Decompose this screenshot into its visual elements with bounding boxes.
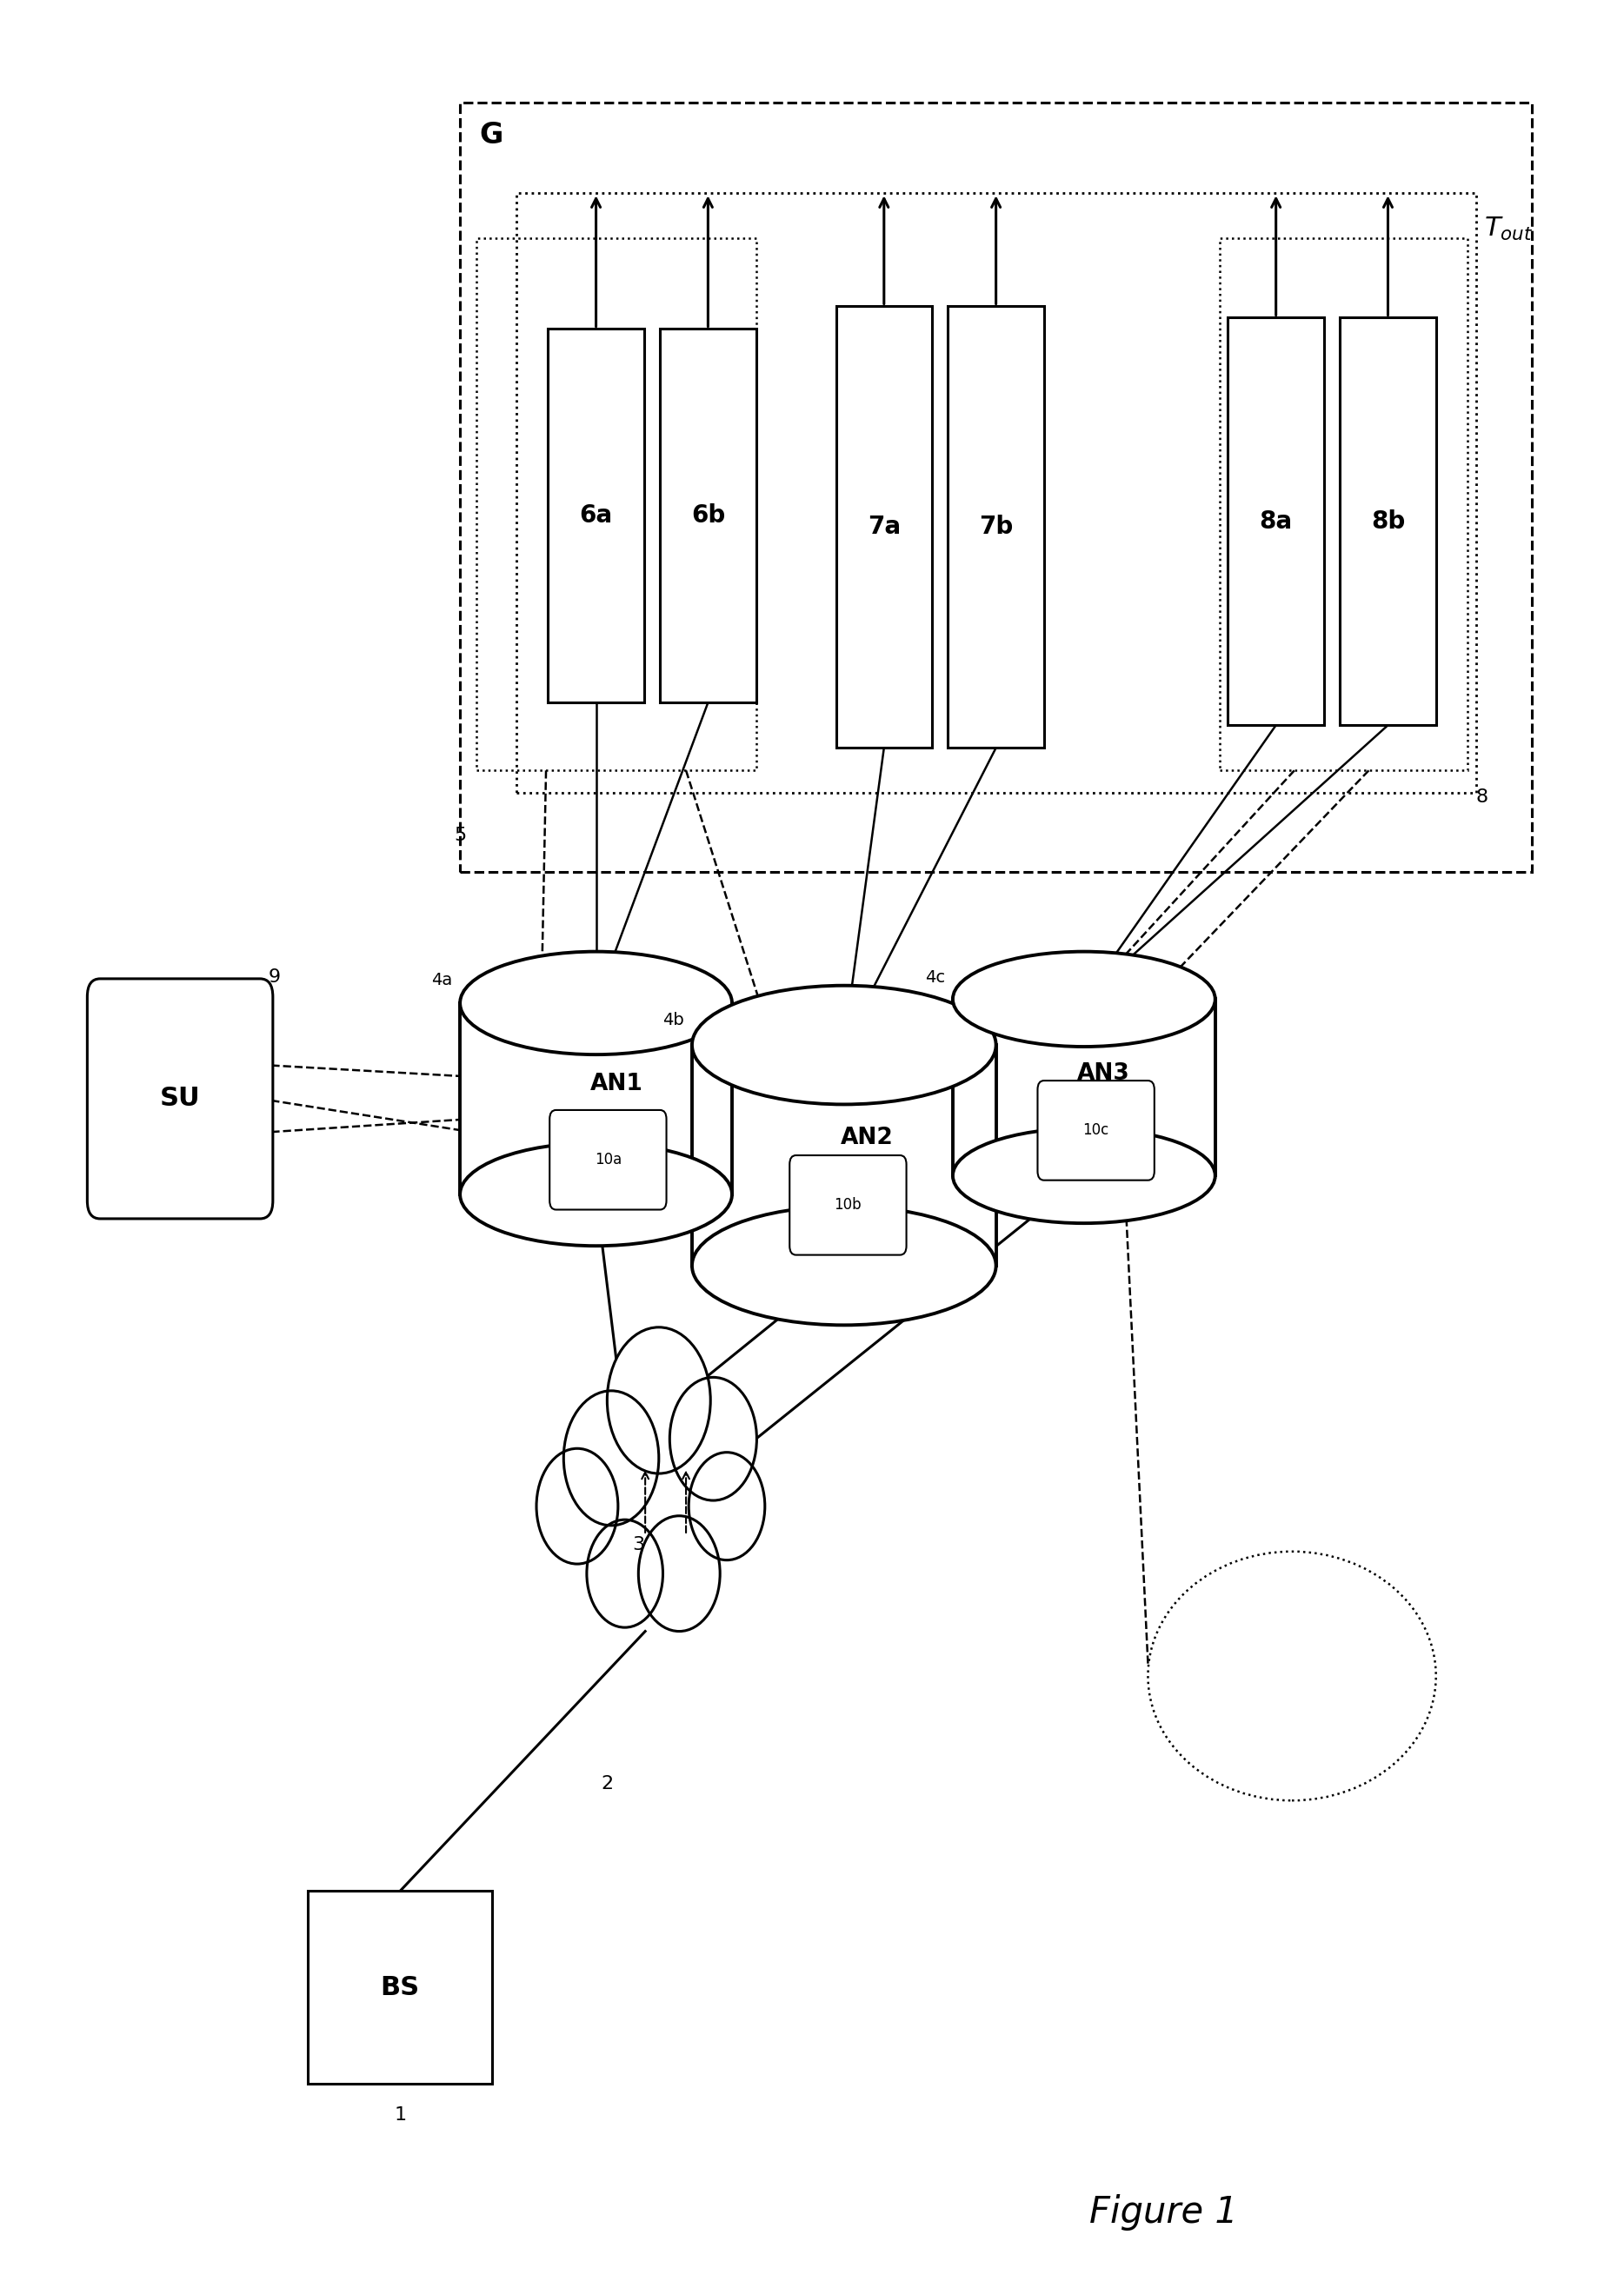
Text: 5: 5	[453, 826, 466, 844]
Text: 8b: 8b	[1371, 510, 1405, 533]
Text: 10c: 10c	[1083, 1123, 1109, 1137]
Text: 8: 8	[1476, 789, 1488, 805]
Text: G: G	[479, 121, 503, 149]
Circle shape	[607, 1327, 710, 1473]
Ellipse shape	[460, 1144, 732, 1247]
Text: SU: SU	[159, 1087, 200, 1112]
Text: 6a: 6a	[580, 503, 612, 529]
Bar	[476, 238, 757, 771]
Text: 8a: 8a	[1259, 510, 1293, 533]
Circle shape	[638, 1517, 719, 1631]
Text: 10a: 10a	[594, 1153, 622, 1167]
Bar	[953, 1000, 1215, 1176]
Bar	[516, 192, 1476, 794]
Bar	[1220, 238, 1468, 771]
FancyBboxPatch shape	[88, 979, 273, 1220]
Text: 2: 2	[601, 1775, 614, 1792]
Bar	[309, 1892, 492, 2084]
Text: 3: 3	[632, 1535, 645, 1554]
FancyBboxPatch shape	[1038, 1080, 1155, 1181]
Text: Figure 1: Figure 1	[1090, 2194, 1237, 2231]
Bar	[1340, 318, 1436, 725]
Text: AN1: AN1	[590, 1073, 643, 1096]
Text: 4b: 4b	[663, 1011, 684, 1027]
Bar	[836, 307, 932, 748]
Ellipse shape	[692, 1206, 996, 1325]
Text: AN2: AN2	[840, 1128, 893, 1149]
Text: AN3: AN3	[1077, 1062, 1130, 1085]
Bar	[460, 1002, 732, 1194]
Text: 1: 1	[395, 2107, 406, 2123]
Ellipse shape	[953, 952, 1215, 1046]
Text: 9: 9	[268, 968, 281, 986]
FancyBboxPatch shape	[549, 1110, 666, 1210]
Circle shape	[536, 1448, 619, 1565]
Ellipse shape	[953, 1128, 1215, 1224]
Text: 7a: 7a	[867, 515, 901, 540]
Text: 4c: 4c	[924, 970, 945, 986]
Circle shape	[669, 1377, 757, 1501]
Text: $T_{out}$: $T_{out}$	[1484, 215, 1533, 243]
Text: BS: BS	[380, 1975, 419, 2000]
FancyBboxPatch shape	[789, 1155, 906, 1254]
Circle shape	[689, 1453, 765, 1560]
Bar	[547, 329, 645, 702]
Bar	[692, 1046, 996, 1265]
Text: 7b: 7b	[979, 515, 1013, 540]
Text: 6b: 6b	[690, 503, 724, 529]
Bar	[1228, 318, 1324, 725]
Circle shape	[564, 1391, 659, 1526]
Ellipse shape	[460, 952, 732, 1055]
Circle shape	[586, 1519, 663, 1627]
Ellipse shape	[692, 986, 996, 1105]
Bar	[659, 329, 757, 702]
Bar	[948, 307, 1044, 748]
Text: 10b: 10b	[835, 1197, 862, 1213]
Bar	[460, 103, 1531, 872]
Text: 4a: 4a	[430, 972, 451, 988]
